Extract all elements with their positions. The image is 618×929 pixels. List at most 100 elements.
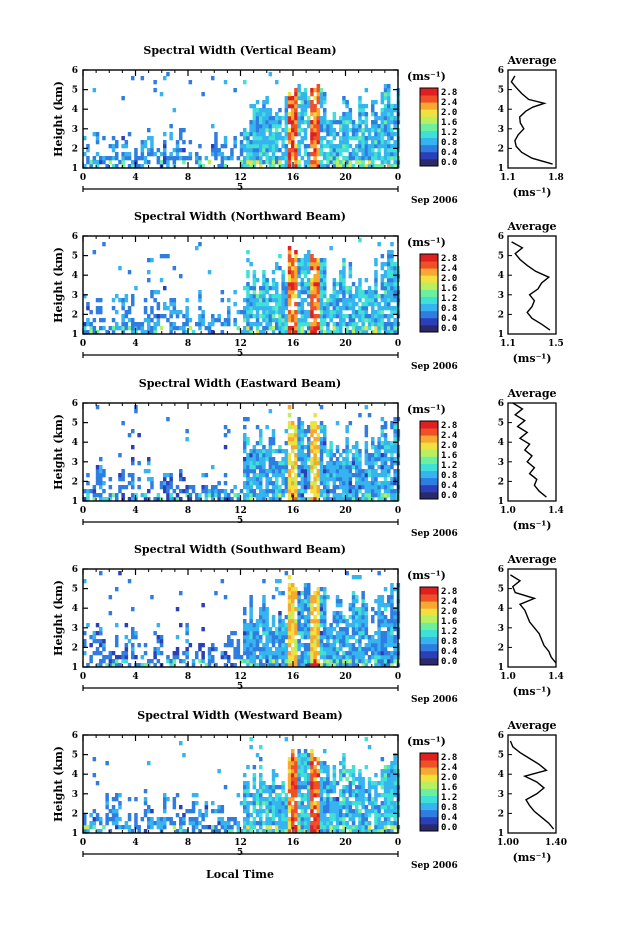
heatmap-cell <box>287 302 292 307</box>
heatmap-cell <box>259 663 263 668</box>
heatmap-cell <box>249 793 253 798</box>
heatmap-cell <box>150 294 154 299</box>
heatmap-cell <box>300 453 305 458</box>
heatmap-cell <box>159 485 164 490</box>
heatmap-cell <box>223 164 228 169</box>
heatmap-cell <box>374 282 378 287</box>
heatmap-cell <box>217 318 221 323</box>
heatmap-cell <box>262 655 266 660</box>
heatmap-cell <box>374 801 378 806</box>
heatmap-cell <box>108 160 113 165</box>
heatmap-cell <box>313 445 317 450</box>
heatmap-cell <box>198 144 202 149</box>
heatmap-cell <box>204 809 209 814</box>
heatmap-cell <box>310 773 314 778</box>
heatmap-cell <box>249 599 253 604</box>
heatmap-cell <box>329 781 333 786</box>
heatmap-cell <box>291 635 295 640</box>
avg-y-tick-label: 5 <box>498 585 504 595</box>
heatmap-cell <box>387 599 391 604</box>
heatmap-cell <box>115 164 119 169</box>
heatmap-cell <box>377 318 381 323</box>
heatmap-cell <box>227 310 231 315</box>
heatmap-cell <box>313 813 317 818</box>
heatmap-cell <box>316 473 321 478</box>
heatmap-cell <box>297 611 301 616</box>
heatmap-cell <box>255 801 260 806</box>
heatmap-cell <box>326 326 330 331</box>
heatmap-cell <box>351 611 356 616</box>
heatmap-cell <box>275 322 279 327</box>
heatmap-cell <box>390 829 394 834</box>
heatmap-cell <box>287 441 292 446</box>
heatmap-cell <box>271 619 276 624</box>
heatmap-cell <box>300 286 305 291</box>
heatmap-cell <box>121 136 125 141</box>
heatmap-cell <box>351 485 356 490</box>
heatmap-cell <box>361 817 365 822</box>
heatmap-cell <box>294 651 298 656</box>
heatmap-cell <box>169 136 173 141</box>
heatmap-cell <box>246 437 250 442</box>
heatmap-cell <box>259 781 263 786</box>
heatmap-cell <box>204 805 209 810</box>
heatmap-cell <box>303 485 308 490</box>
heatmap-cell <box>297 144 301 149</box>
heatmap-cell <box>358 785 362 790</box>
heatmap-cell <box>345 497 349 502</box>
colorbar-swatch <box>420 608 438 616</box>
heatmap-cell <box>380 156 385 161</box>
avg-y-tick-label: 3 <box>498 125 504 135</box>
heatmap-cell <box>102 136 106 141</box>
heatmap-cell <box>147 469 151 474</box>
heatmap-cell <box>291 270 295 275</box>
heatmap-cell <box>294 663 298 668</box>
heatmap-cell <box>239 144 244 149</box>
colorbar-tick-label: 1.6 <box>441 617 457 627</box>
heatmap-cell <box>265 469 269 474</box>
y-tick-label: 4 <box>72 770 78 780</box>
heatmap-cell <box>207 160 212 165</box>
heatmap-cell <box>335 477 340 482</box>
heatmap-cell <box>358 290 362 295</box>
heatmap-cell <box>342 148 346 153</box>
heatmap-cell <box>351 302 356 307</box>
y-tick-label: 5 <box>72 585 78 595</box>
heatmap-cell <box>172 326 177 331</box>
heatmap-cell <box>348 270 353 275</box>
heatmap-cell <box>255 493 260 498</box>
y-tick-label: 6 <box>72 399 78 409</box>
heatmap-cell <box>374 469 378 474</box>
heatmap-cell <box>303 429 308 434</box>
heatmap-cell <box>387 306 391 311</box>
date-label: Sep 2006 <box>411 196 458 206</box>
heatmap-cell <box>252 274 257 279</box>
heatmap-cell <box>294 433 298 438</box>
heatmap-cell <box>319 623 324 628</box>
heatmap-cell <box>300 258 305 263</box>
heatmap-cell <box>303 262 308 267</box>
heatmap-cell <box>345 140 349 145</box>
heatmap-cell <box>246 250 250 255</box>
heatmap-cell <box>300 112 305 117</box>
heatmap-cell <box>271 651 276 656</box>
heatmap-cell <box>323 282 327 287</box>
heatmap-cell <box>275 124 279 129</box>
heatmap-cell <box>291 310 295 315</box>
heatmap-cell <box>281 290 285 295</box>
heatmap-cell <box>358 116 362 121</box>
heatmap-cell <box>297 128 301 133</box>
heatmap-cell <box>179 591 183 596</box>
heatmap-cell <box>275 647 279 652</box>
heatmap-cell <box>211 801 215 806</box>
heatmap-cell <box>319 290 324 295</box>
heatmap-cell <box>287 457 292 462</box>
heatmap-cell <box>259 757 263 762</box>
heatmap-cell <box>377 623 381 628</box>
heatmap-cell <box>207 270 212 275</box>
heatmap-cell <box>351 619 356 624</box>
heatmap-cell <box>246 659 250 664</box>
heatmap-cell <box>364 326 369 331</box>
heatmap-cell <box>323 619 327 624</box>
heatmap-cell <box>367 793 372 798</box>
